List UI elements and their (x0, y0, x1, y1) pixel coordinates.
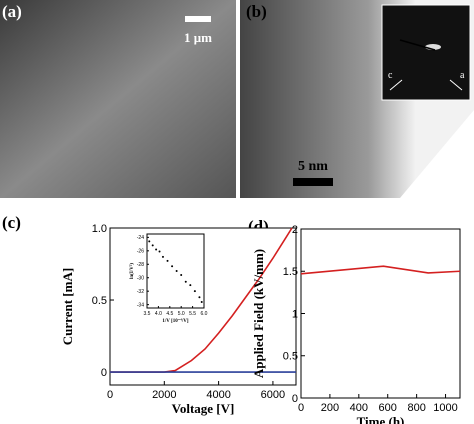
scale-bar (185, 16, 211, 22)
y-tick-label: -26 (137, 249, 144, 255)
y-tick-label: 0.5 (92, 295, 107, 307)
arrow (449, 79, 463, 91)
diffraction-line (399, 39, 436, 51)
data-point (166, 259, 169, 262)
y-axis-label: Current [mA] (60, 268, 75, 345)
data-point (184, 280, 187, 283)
x-axis-label: 1/V [10⁻⁴/V] (162, 318, 188, 324)
y-tick-label: -28 (137, 262, 144, 268)
x-tick-label: 3.5 (144, 311, 151, 317)
x-axis-label: Voltage [V] (172, 401, 235, 416)
x-tick-label: 6.0 (201, 311, 208, 317)
x-tick-label: 4000 (206, 389, 230, 401)
x-tick-label: 800 (407, 402, 425, 414)
x-tick-label: 0 (107, 389, 113, 401)
data-point (155, 248, 158, 251)
inset-label: c (388, 70, 393, 81)
x-tick-label: 5.5 (189, 311, 196, 317)
y-tick-label: -24 (137, 235, 144, 241)
y-tick-label: 0.5 (283, 351, 298, 363)
data-point (171, 265, 174, 268)
scale-bar (293, 178, 333, 186)
arrow (389, 79, 403, 91)
y-tick-label: 2 (292, 224, 298, 236)
plot-frame (300, 228, 461, 399)
y-tick-label: -30 (137, 275, 144, 281)
data-point (148, 240, 151, 243)
data-line (110, 227, 293, 373)
scale-label: 1 μm (184, 30, 212, 45)
plot-frame (146, 233, 205, 309)
data-point (200, 300, 203, 303)
y-axis-label: ln(I/V²) (129, 263, 135, 279)
y-tick-label: 1.5 (283, 266, 298, 278)
panel-label: (a) (2, 2, 22, 21)
data-point (161, 255, 164, 258)
y-tick-label: 1.0 (92, 223, 107, 235)
x-tick-label: 0 (298, 402, 304, 414)
x-tick-label: 4.5 (166, 311, 173, 317)
x-tick-label: 6000 (261, 389, 285, 401)
y-axis-label: Applied Field (kV/mm) (251, 249, 266, 378)
data-line (300, 265, 461, 275)
y-tick-label: 0 (101, 367, 107, 379)
data-point (180, 274, 183, 277)
sem-image (0, 0, 236, 198)
x-axis-label: Time (h) (357, 414, 405, 424)
data-point (189, 284, 192, 287)
tem-edge (400, 110, 474, 198)
x-tick-label: 1000 (433, 402, 457, 414)
inset-label: a (460, 70, 465, 81)
data-point (175, 270, 178, 272)
y-tick-label: -34 (137, 302, 144, 308)
data-point (158, 250, 161, 253)
data-point (198, 296, 201, 299)
x-tick-label: 2000 (152, 389, 176, 401)
x-tick-label: 4.0 (155, 311, 162, 317)
x-tick-label: 400 (350, 402, 368, 414)
x-tick-label: 200 (321, 402, 339, 414)
panel-label: (b) (246, 2, 267, 21)
scale-label: 5 nm (298, 159, 328, 174)
data-point (193, 290, 196, 293)
x-tick-label: 5.0 (178, 311, 185, 317)
y-tick-label: -32 (137, 289, 144, 295)
y-tick-label: 1 (292, 308, 298, 320)
x-tick-label: 600 (379, 402, 397, 414)
y-tick-label: 0 (292, 393, 298, 405)
panel-label: (c) (2, 213, 21, 232)
data-point (151, 244, 154, 247)
